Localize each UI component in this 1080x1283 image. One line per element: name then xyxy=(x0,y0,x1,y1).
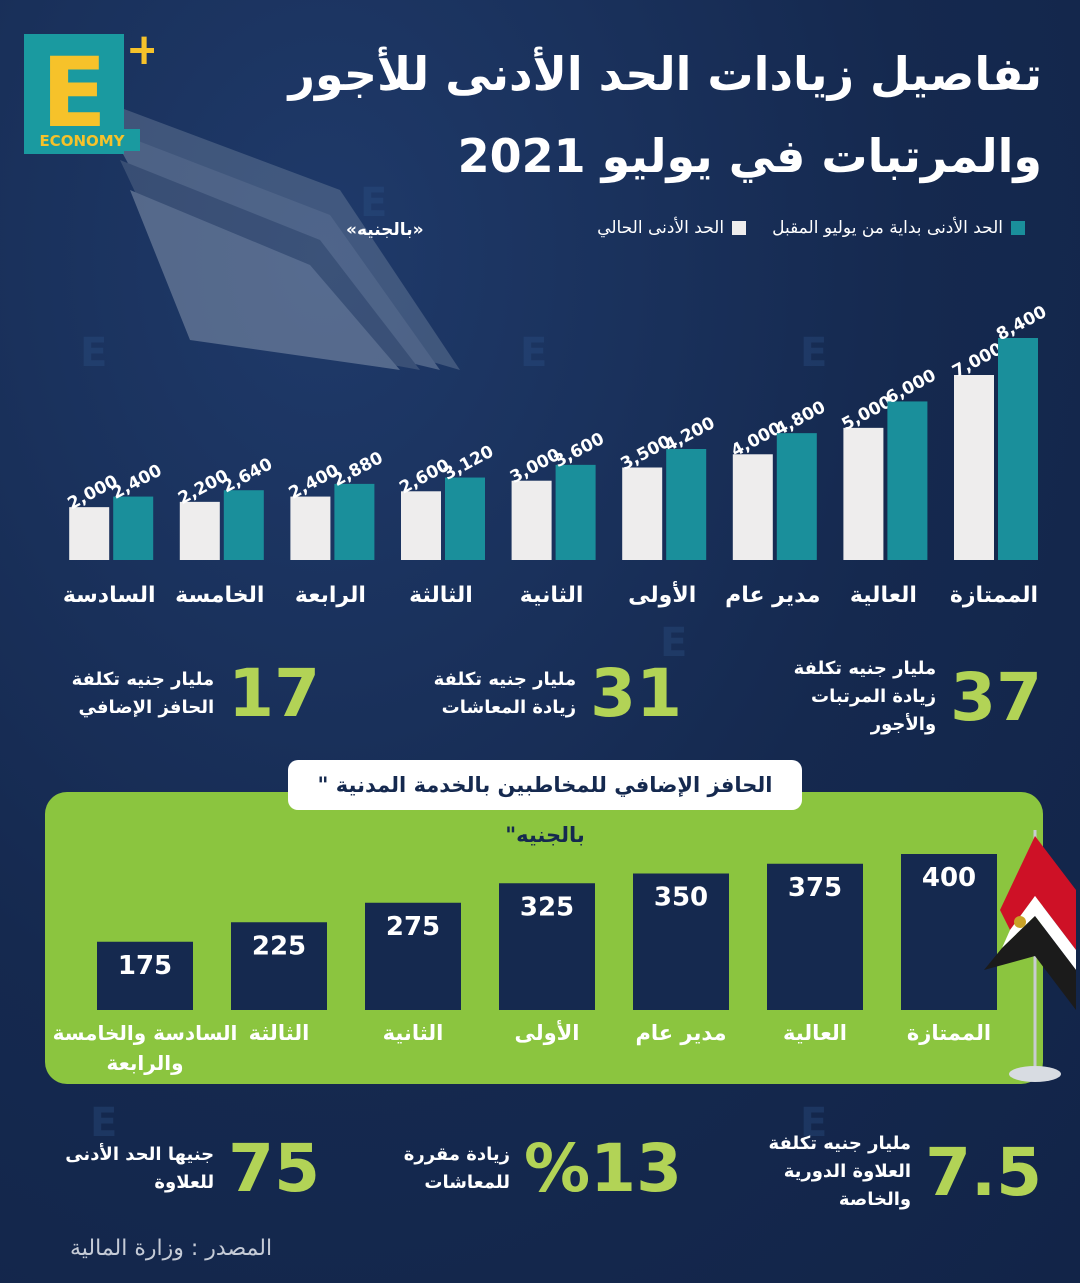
stat-text: مليار جنيه تكلفة زيادة المعاشات xyxy=(433,668,577,718)
stat-text: زيادة مقررة للمعاشات xyxy=(403,1143,511,1193)
stat-number: %13 xyxy=(524,1130,682,1207)
category-label: الثالثة xyxy=(409,583,473,608)
incentive-chart-title: الحافز الإضافي للمخاطبين بالخدمة المدنية… xyxy=(288,760,802,847)
category-label: الخامسة xyxy=(175,583,264,608)
incentive-bar xyxy=(901,854,997,1010)
legend-swatch xyxy=(1011,221,1025,235)
incentive-value-label: 325 xyxy=(520,892,574,922)
incentive-value-label: 375 xyxy=(788,873,842,903)
watermark-logo: E xyxy=(90,1100,118,1146)
incentive-value-label: 350 xyxy=(654,883,708,913)
bar-new xyxy=(445,477,485,560)
incentive-category-label: الأولى xyxy=(514,1019,579,1045)
incentive-category-label: السادسة والخامسة xyxy=(53,1021,238,1045)
watermark-logo: E xyxy=(800,330,828,376)
incentive-category-label: مدير عام xyxy=(635,1021,726,1045)
source-note: المصدر : وزارة المالية xyxy=(70,1236,273,1261)
watermark-logo: E xyxy=(80,330,108,376)
stat-number: 37 xyxy=(950,658,1042,736)
bar-new xyxy=(334,483,375,560)
legend-swatch xyxy=(732,221,747,235)
stat-number: 17 xyxy=(228,655,320,732)
stat-text: جنيها الحد الأدنى للعلاوة xyxy=(65,1143,215,1193)
bar-current xyxy=(732,454,773,560)
stat-text: مليار جنيه تكلفة الحافز الإضافي xyxy=(71,668,215,718)
incentive-value-label: 225 xyxy=(252,931,306,961)
stat-wages-cost: 37 مليار جنيه تكلفة زيادة المرتبات والأج… xyxy=(756,655,1042,739)
incentive-category-label: العالية xyxy=(783,1021,847,1045)
stat-pension-increase: %13 زيادة مقررة للمعاشات xyxy=(380,1130,682,1207)
watermark-logo: E xyxy=(800,1100,828,1146)
stat-number: 75 xyxy=(228,1130,320,1207)
bar-new xyxy=(666,449,707,560)
category-label: الثانية xyxy=(520,583,584,608)
incentive-value-label: 275 xyxy=(386,912,440,942)
category-label: الرابعة xyxy=(295,583,366,608)
watermark-logo: E xyxy=(360,180,388,226)
page-title-line1: تفاصيل زيادات الحد الأدنى للأجور xyxy=(288,47,1043,101)
category-label: مدير عام xyxy=(725,583,820,608)
egypt-flag-icon xyxy=(984,830,1076,1082)
bar-current xyxy=(179,501,220,560)
legend-item-current: الحد الأدنى الحالي xyxy=(597,218,747,238)
incentive-category-label: والرابعة xyxy=(106,1051,183,1075)
incentive-bar xyxy=(633,873,729,1010)
page-title-line2: والمرتبات في يوليو 2021 xyxy=(457,129,1042,183)
incentive-category-label: الثانية xyxy=(383,1021,444,1045)
bar-current xyxy=(401,491,441,560)
incentive-bar xyxy=(767,863,863,1010)
incentive-bar xyxy=(499,883,595,1010)
chart-legend: الحد الأدنى بداية من يوليو المقبل الحد ا… xyxy=(597,218,1025,238)
stat-text: مليار جنيه تكلفة العلاوة الدورية والخاصة xyxy=(768,1133,912,1210)
bar-new xyxy=(887,401,928,560)
stat-incentive-cost: 17 مليار جنيه تكلفة الحافز الإضافي xyxy=(64,655,320,732)
incentive-bar xyxy=(365,902,461,1010)
incentive-value-label: 175 xyxy=(118,951,172,981)
unit-label: «بالجنيه» xyxy=(346,220,424,240)
category-label: العالية xyxy=(850,583,917,608)
legend-label: الحد الأدنى الحالي xyxy=(597,218,725,238)
bar-new xyxy=(223,490,264,560)
stat-number: 31 xyxy=(590,655,682,732)
legend-label: الحد الأدنى بداية من يوليو المقبل xyxy=(772,218,1003,238)
legend-item-new: الحد الأدنى بداية من يوليو المقبل xyxy=(772,218,1025,238)
stat-bonus-cost: 7.5 مليار جنيه تكلفة العلاوة الدورية وال… xyxy=(711,1130,1042,1214)
bar-new xyxy=(776,433,817,560)
bar-new xyxy=(555,464,596,560)
min-wage-bar-chart: 7,0008,400الممتازة5,0006,000العالية4,000… xyxy=(63,302,1050,608)
stat-min-bonus: 75 جنيها الحد الأدنى للعلاوة xyxy=(64,1130,320,1207)
bar-current xyxy=(290,496,331,560)
category-label: السادسة xyxy=(63,583,156,608)
incentive-value-label: 400 xyxy=(922,863,976,893)
incentive-bar xyxy=(231,922,327,1010)
watermark-logo: E xyxy=(660,620,688,666)
money-stack-image xyxy=(100,100,460,370)
incentive-category-label: الممتازة xyxy=(907,1021,991,1045)
bar-new xyxy=(113,496,154,560)
bar-current xyxy=(69,507,110,560)
bar-new xyxy=(998,338,1038,560)
logo-word: ECONOMY xyxy=(39,132,125,150)
stat-text: مليار جنيه تكلفة زيادة المرتبات والأجور xyxy=(793,658,937,735)
bar-current xyxy=(511,480,552,560)
stat-number: 7.5 xyxy=(925,1133,1042,1211)
incentive-bar xyxy=(97,941,193,1010)
bar-current xyxy=(622,467,663,560)
stat-pensions-cost: 31 مليار جنيه تكلفة زيادة المعاشات xyxy=(396,655,682,732)
category-label: الأولى xyxy=(628,580,696,608)
economy-plus-logo: E + ECONOMY xyxy=(24,24,162,154)
incentive-category-label: الثالثة xyxy=(249,1021,310,1045)
watermark-logo: E xyxy=(520,330,548,376)
bar-current xyxy=(954,375,994,560)
bar-current xyxy=(843,427,884,560)
category-label: الممتازة xyxy=(950,583,1038,608)
